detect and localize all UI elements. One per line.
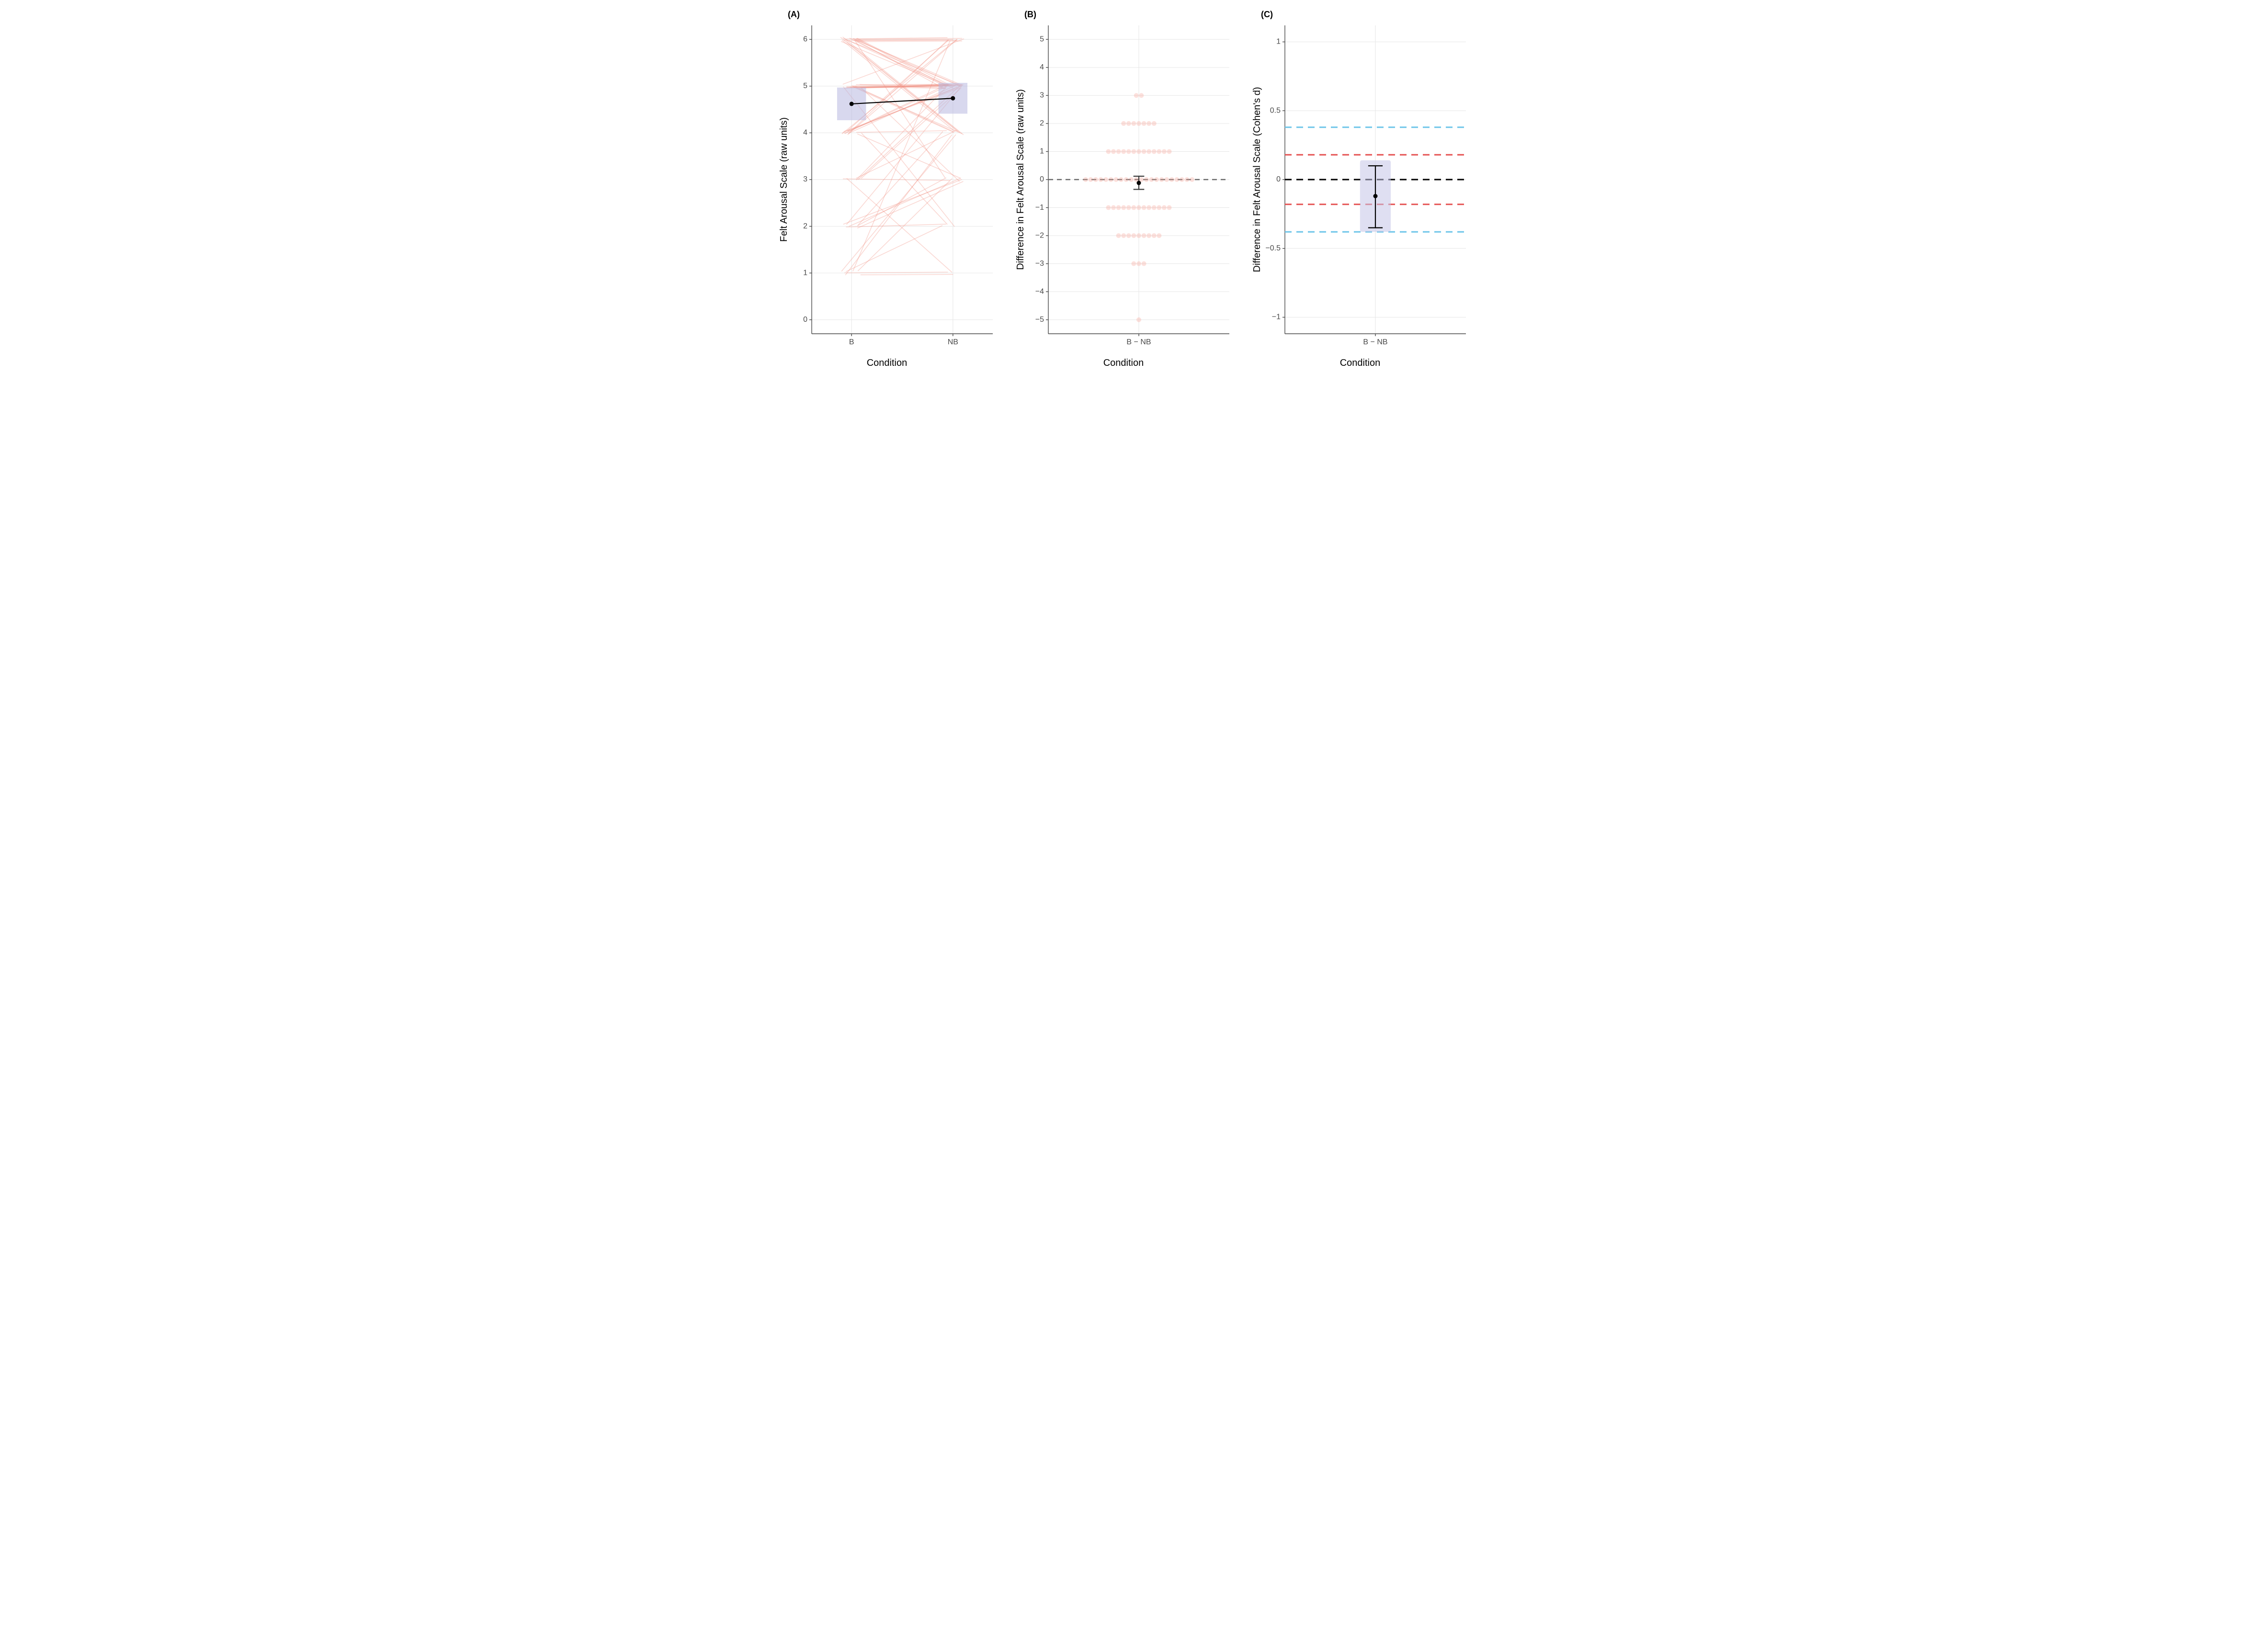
svg-text:4: 4 — [803, 129, 807, 137]
svg-text:Difference in Felt Arousal Sca: Difference in Felt Arousal Scale (Cohen'… — [1252, 87, 1262, 272]
svg-text:−1: −1 — [1272, 313, 1281, 321]
panel-b: (B) −5 −4 −3 −2 −1 0 1 2 3 4 5 B − NB Difference in … — [1011, 10, 1236, 369]
svg-text:−1: −1 — [1035, 204, 1044, 212]
svg-text:0: 0 — [1040, 175, 1044, 183]
panel-a: (A) 0 1 2 3 4 5 6 B NB Felt Arousal Scale (raw un… — [774, 10, 999, 369]
panel-a-svg: 0 1 2 3 4 5 6 B NB Felt Arousal Scale (raw units) — [774, 21, 999, 356]
svg-text:B − NB: B − NB — [1126, 338, 1151, 346]
svg-text:5: 5 — [803, 82, 807, 90]
svg-text:6: 6 — [803, 35, 807, 43]
svg-text:1: 1 — [803, 269, 807, 277]
svg-text:−4: −4 — [1035, 287, 1044, 295]
svg-text:Difference in Felt Arousal Sca: Difference in Felt Arousal Scale (raw un… — [1015, 89, 1026, 270]
panel-a-label: (A) — [788, 10, 800, 20]
panel-c-xlabel: Condition — [1340, 358, 1381, 369]
panel-a-xlabel: Condition — [867, 358, 908, 369]
svg-text:3: 3 — [803, 175, 807, 183]
svg-text:1: 1 — [1276, 38, 1281, 46]
figure-root: (A) 0 1 2 3 4 5 6 B NB Felt Arousal Scale (raw un… — [0, 0, 2247, 373]
panel-b-svg: −5 −4 −3 −2 −1 0 1 2 3 4 5 B − NB Difference in Felt… — [1011, 21, 1236, 356]
panel-c-svg: −1 −0.5 0 0.5 1 B − NB Difference in Felt Arou… — [1248, 21, 1473, 356]
panel-b-label: (B) — [1024, 10, 1036, 20]
svg-text:0: 0 — [1276, 175, 1281, 183]
svg-text:NB: NB — [948, 338, 958, 346]
panel-c-label: (C) — [1261, 10, 1273, 20]
svg-text:2: 2 — [803, 222, 807, 230]
svg-text:1: 1 — [1040, 147, 1044, 156]
svg-text:−3: −3 — [1035, 260, 1044, 268]
svg-text:0.5: 0.5 — [1270, 106, 1281, 114]
svg-text:4: 4 — [1040, 63, 1044, 71]
svg-text:3: 3 — [1040, 91, 1044, 100]
panel-b-xlabel: Condition — [1103, 358, 1144, 369]
svg-text:−2: −2 — [1035, 231, 1044, 239]
svg-text:B − NB: B − NB — [1363, 338, 1387, 346]
svg-text:0: 0 — [803, 316, 807, 324]
svg-text:B: B — [849, 338, 854, 346]
svg-text:2: 2 — [1040, 119, 1044, 127]
svg-text:5: 5 — [1040, 35, 1044, 43]
svg-text:Felt Arousal Scale (raw units): Felt Arousal Scale (raw units) — [779, 117, 789, 242]
svg-text:−0.5: −0.5 — [1265, 244, 1281, 252]
panel-c: (C) −1 −0.5 0 0.5 1 B − NB Difference in Felt … — [1248, 10, 1473, 369]
svg-text:−5: −5 — [1035, 316, 1044, 324]
